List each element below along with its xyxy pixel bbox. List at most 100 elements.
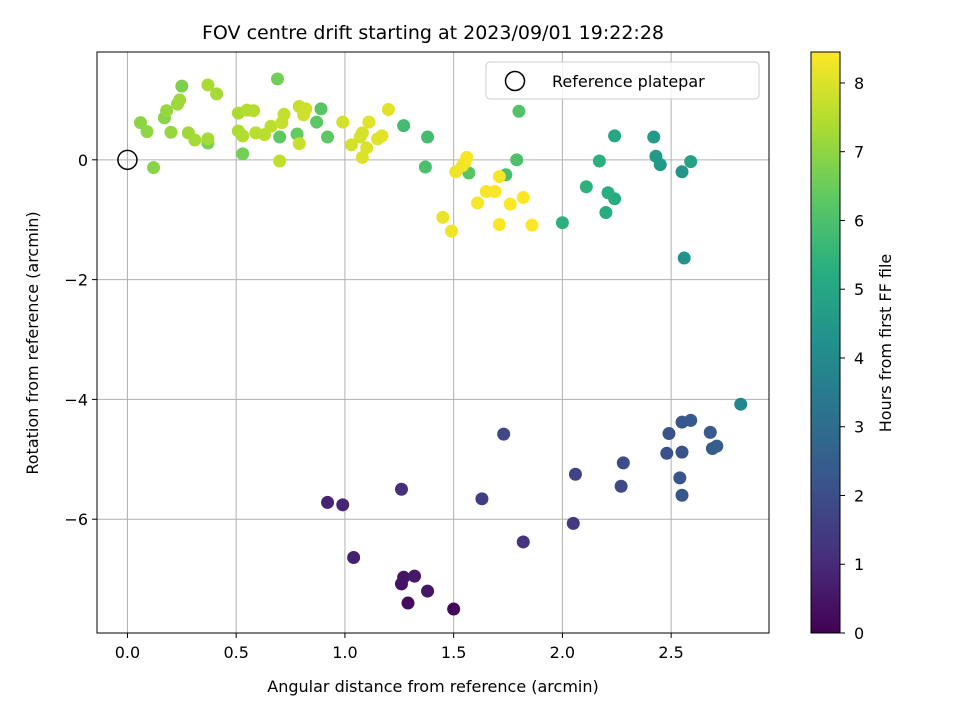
data-point xyxy=(321,495,335,509)
x-tick-label: 0.5 xyxy=(223,643,248,662)
data-point xyxy=(397,570,411,584)
colorbar-tick-label: 5 xyxy=(854,280,864,299)
colorbar-label: Hours from first FF file xyxy=(876,254,895,433)
plot-frame xyxy=(96,51,770,634)
y-tick-label: −6 xyxy=(64,510,88,529)
data-point xyxy=(677,251,691,265)
data-point xyxy=(488,185,502,199)
data-point xyxy=(601,186,615,200)
data-point xyxy=(555,216,569,230)
data-point xyxy=(381,103,395,117)
data-point xyxy=(592,154,606,168)
data-point xyxy=(299,102,313,116)
data-point xyxy=(164,125,178,139)
data-point xyxy=(336,498,350,512)
reference-point-marker xyxy=(117,149,138,171)
data-point xyxy=(264,119,278,133)
data-point xyxy=(292,137,306,151)
x-tick-label: 1.0 xyxy=(332,643,357,662)
data-point xyxy=(497,427,511,441)
data-point xyxy=(684,413,698,427)
data-point xyxy=(273,154,287,168)
data-point xyxy=(512,104,526,118)
data-point xyxy=(394,482,408,496)
data-point xyxy=(401,596,415,610)
data-point xyxy=(421,584,435,598)
data-point xyxy=(355,126,369,140)
data-point xyxy=(568,467,582,481)
data-point xyxy=(347,551,361,565)
x-axis-label: Angular distance from reference (arcmin) xyxy=(267,677,598,696)
y-axis-label: Rotation from reference (arcmin) xyxy=(23,211,42,474)
data-point xyxy=(360,141,374,155)
colorbar-gradient xyxy=(810,51,841,634)
x-axis-ticks: 0.0 0.5 1.0 1.5 2.0 2.5 xyxy=(115,633,684,662)
data-point xyxy=(614,479,628,493)
data-point xyxy=(675,445,689,459)
data-point xyxy=(247,104,261,118)
data-point xyxy=(133,116,147,130)
data-point xyxy=(653,158,667,172)
data-point xyxy=(475,492,489,506)
data-point xyxy=(436,210,450,224)
data-point xyxy=(684,155,698,169)
colorbar-ticks: 0 1 2 3 4 5 6 7 8 xyxy=(840,74,864,643)
data-point xyxy=(492,170,506,184)
chart-title: FOV centre drift starting at 2023/09/01 … xyxy=(202,22,664,44)
data-point xyxy=(147,161,161,175)
colorbar-tick-label: 0 xyxy=(854,624,864,643)
colorbar-tick-label: 7 xyxy=(854,143,864,162)
data-point xyxy=(188,133,202,147)
data-point xyxy=(675,488,689,502)
x-tick-label: 2.5 xyxy=(658,643,683,662)
data-point xyxy=(662,427,676,441)
colorbar-tick-label: 8 xyxy=(854,74,864,93)
data-point xyxy=(734,397,748,411)
data-point xyxy=(310,115,324,129)
y-tick-label: −4 xyxy=(64,390,88,409)
y-tick-label: 0 xyxy=(78,151,88,170)
data-point xyxy=(516,535,530,549)
data-point xyxy=(397,119,411,133)
y-tick-label: −2 xyxy=(64,271,88,290)
data-point xyxy=(277,107,291,121)
data-point xyxy=(471,196,485,210)
legend: Reference platepar xyxy=(485,61,760,100)
colorbar: 0 1 2 3 4 5 6 7 8 Hours from first FF file xyxy=(810,51,895,643)
data-point xyxy=(236,147,250,161)
data-point xyxy=(408,569,422,583)
data-point xyxy=(236,129,250,143)
data-point xyxy=(516,191,530,205)
data-point xyxy=(273,130,287,144)
legend-label: Reference platepar xyxy=(552,72,705,91)
data-point xyxy=(140,125,154,139)
data-point xyxy=(201,78,215,92)
legend-marker-icon xyxy=(504,70,526,92)
data-point xyxy=(673,471,687,485)
data-point xyxy=(599,206,613,220)
data-point xyxy=(201,132,215,146)
data-point xyxy=(421,130,435,144)
colorbar-tick-label: 4 xyxy=(854,349,864,368)
data-point xyxy=(160,104,174,118)
colorbar-tick-label: 6 xyxy=(854,211,864,230)
legend-box xyxy=(485,61,760,100)
data-point xyxy=(271,72,285,86)
y-axis-ticks: 0 −2 −4 −6 xyxy=(64,151,97,529)
data-point xyxy=(510,153,524,167)
data-point xyxy=(321,130,335,144)
data-point xyxy=(525,218,539,232)
data-point xyxy=(710,439,724,453)
data-point xyxy=(418,160,432,174)
reference-marker xyxy=(117,149,138,171)
data-point xyxy=(344,138,358,152)
data-point xyxy=(566,516,580,530)
data-point xyxy=(460,150,474,164)
data-point xyxy=(616,456,630,470)
grid-lines xyxy=(97,52,769,633)
data-point xyxy=(173,93,187,107)
x-tick-label: 0.0 xyxy=(115,643,140,662)
data-point xyxy=(675,165,689,179)
data-points xyxy=(133,72,748,616)
